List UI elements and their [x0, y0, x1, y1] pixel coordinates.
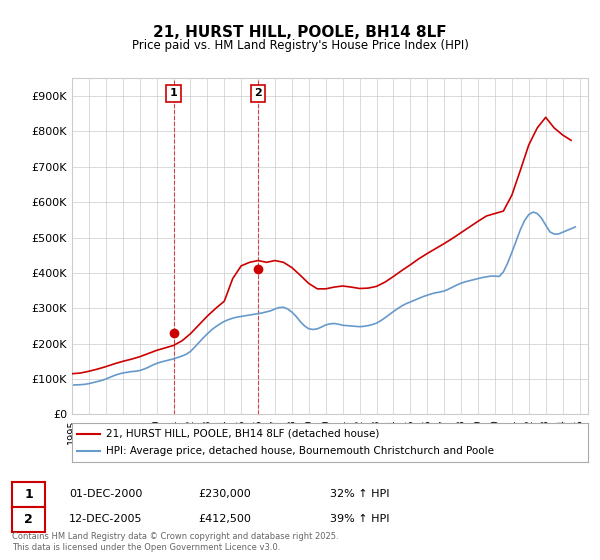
Text: 1: 1	[24, 488, 33, 501]
Text: £412,500: £412,500	[198, 514, 251, 524]
Text: 01-DEC-2000: 01-DEC-2000	[69, 489, 142, 499]
Text: 39% ↑ HPI: 39% ↑ HPI	[330, 514, 389, 524]
Text: 21, HURST HILL, POOLE, BH14 8LF: 21, HURST HILL, POOLE, BH14 8LF	[153, 25, 447, 40]
Text: Contains HM Land Registry data © Crown copyright and database right 2025.
This d: Contains HM Land Registry data © Crown c…	[12, 532, 338, 552]
Text: 2: 2	[254, 88, 262, 99]
Text: £230,000: £230,000	[198, 489, 251, 499]
Text: 32% ↑ HPI: 32% ↑ HPI	[330, 489, 389, 499]
Text: 2: 2	[24, 513, 33, 526]
Text: 12-DEC-2005: 12-DEC-2005	[69, 514, 143, 524]
Text: 1: 1	[170, 88, 178, 99]
Text: Price paid vs. HM Land Registry's House Price Index (HPI): Price paid vs. HM Land Registry's House …	[131, 39, 469, 52]
Text: 21, HURST HILL, POOLE, BH14 8LF (detached house): 21, HURST HILL, POOLE, BH14 8LF (detache…	[106, 429, 379, 439]
Text: HPI: Average price, detached house, Bournemouth Christchurch and Poole: HPI: Average price, detached house, Bour…	[106, 446, 494, 456]
